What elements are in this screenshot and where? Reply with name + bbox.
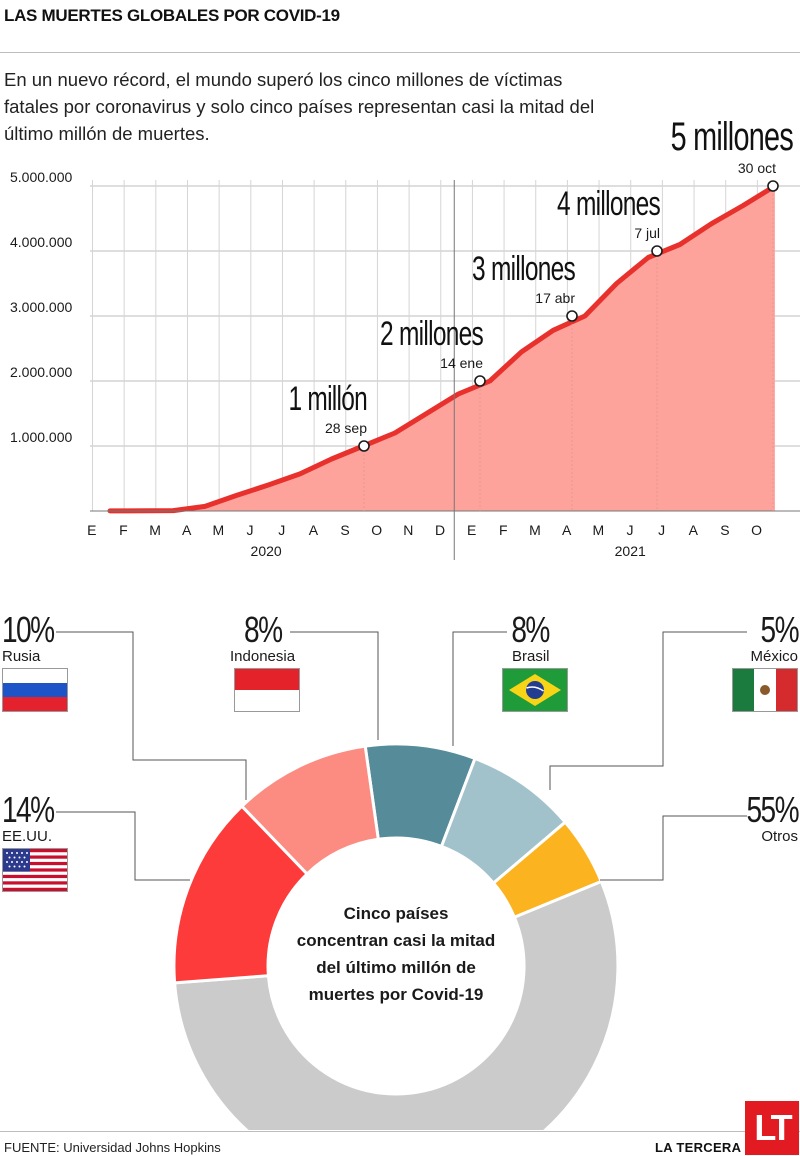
country-label-indonesia: 8% Indonesia bbox=[230, 612, 340, 712]
x-tick-label: J bbox=[278, 522, 286, 538]
deaths-line bbox=[107, 183, 778, 514]
y-tick-label: 1.000.000 bbox=[10, 429, 72, 445]
x-tick-label: M bbox=[529, 522, 541, 538]
russia-flag-icon bbox=[2, 668, 68, 712]
mexico-flag-icon bbox=[732, 668, 798, 712]
x-tick-label: M bbox=[149, 522, 161, 538]
country-label-brasil: 8% Brasil bbox=[502, 612, 612, 712]
milestone-label: 2 millones bbox=[380, 315, 483, 353]
x-tick-label: D bbox=[435, 522, 446, 538]
leader-line-otros bbox=[600, 815, 747, 881]
x-tick-label: N bbox=[403, 522, 414, 538]
milestone-point bbox=[358, 440, 370, 452]
milestone-date: 30 oct bbox=[738, 160, 776, 176]
x-tick-label: J bbox=[658, 522, 666, 538]
milestone-label: 1 millón bbox=[288, 380, 367, 418]
x-tick-label: F bbox=[119, 522, 128, 538]
eeuu-percent: 14% bbox=[2, 789, 55, 830]
x-tick-label: M bbox=[592, 522, 604, 538]
country-label-mexico: 5% México bbox=[688, 609, 800, 712]
page-title: LAS MUERTES GLOBALES POR COVID-19 bbox=[4, 6, 340, 25]
country-label-eeuu: 14% EE.UU. bbox=[2, 792, 112, 892]
deaths-area bbox=[110, 186, 775, 511]
otros-percent: 55% bbox=[746, 789, 799, 830]
leader-line-brasil bbox=[452, 631, 507, 746]
country-label-rusia: 10% Rusia bbox=[2, 612, 112, 712]
brand-name: LA TERCERA bbox=[655, 1140, 742, 1155]
y-tick-label: 4.000.000 bbox=[10, 234, 72, 250]
rusia-percent: 10% bbox=[2, 609, 55, 650]
milestone-label: 4 millones bbox=[557, 185, 660, 223]
country-share-donut bbox=[56, 631, 747, 1130]
x-tick-label: O bbox=[751, 522, 762, 538]
year-label: 2020 bbox=[251, 543, 282, 559]
milestone-label: 3 millones bbox=[472, 250, 575, 288]
y-tick-label: 2.000.000 bbox=[10, 364, 72, 380]
x-tick-label: O bbox=[371, 522, 382, 538]
deaths-line-chart: 1.000.000 2.000.000 3.000.000 4.000.000 5.00… bbox=[10, 114, 800, 560]
otros-name: Otros bbox=[761, 828, 798, 845]
milestone-date: 17 abr bbox=[535, 290, 575, 306]
milestone-date: 7 jul bbox=[634, 225, 660, 241]
leader-line-rusia bbox=[56, 631, 247, 800]
brasil-percent: 8% bbox=[511, 609, 550, 650]
milestone-point bbox=[566, 310, 578, 322]
rusia-name: Rusia bbox=[2, 648, 41, 665]
x-tick-label: E bbox=[467, 522, 477, 538]
mexico-percent: 5% bbox=[760, 609, 800, 650]
x-tick-label: A bbox=[182, 522, 192, 538]
milestone-label: 5 millones bbox=[671, 114, 794, 159]
brazil-flag-icon bbox=[502, 668, 568, 712]
y-tick-label: 3.000.000 bbox=[10, 299, 72, 315]
x-tick-label: S bbox=[340, 522, 350, 538]
x-tick-label: F bbox=[499, 522, 508, 538]
year-label: 2021 bbox=[615, 543, 646, 559]
mexico-name: México bbox=[750, 648, 798, 665]
donut-hole bbox=[268, 838, 524, 1094]
x-tick-label: A bbox=[689, 522, 699, 538]
y-tick-label: 5.000.000 bbox=[10, 169, 72, 185]
indonesia-name: Indonesia bbox=[230, 648, 296, 665]
leader-line-indonesia bbox=[290, 631, 379, 740]
intro-text: En un nuevo récord, el mundo superó los … bbox=[4, 69, 595, 144]
source-note: FUENTE: Universidad Johns Hopkins bbox=[4, 1140, 221, 1155]
brasil-name: Brasil bbox=[512, 648, 550, 665]
x-tick-label: A bbox=[562, 522, 572, 538]
leader-line-eeuu bbox=[56, 811, 190, 881]
title-divider bbox=[0, 52, 800, 53]
milestone-point bbox=[767, 180, 779, 192]
country-label-otros: 55% Otros bbox=[688, 789, 799, 846]
milestone-point bbox=[651, 245, 663, 257]
x-tick-label: M bbox=[213, 522, 225, 538]
x-tick-label: J bbox=[626, 522, 634, 538]
usa-flag-icon bbox=[2, 848, 68, 892]
x-tick-label: S bbox=[720, 522, 730, 538]
x-tick-label: A bbox=[309, 522, 319, 538]
indonesia-flag-icon bbox=[234, 668, 300, 712]
footer-divider bbox=[0, 1131, 800, 1132]
milestone-date: 14 ene bbox=[440, 355, 483, 371]
milestone-date: 28 sep bbox=[325, 420, 367, 436]
leader-line-mexico bbox=[549, 631, 747, 790]
indonesia-percent: 8% bbox=[244, 609, 283, 650]
donut-center-text: Cinco países concentran casi la mitad de… bbox=[296, 904, 496, 1004]
x-tick-label: E bbox=[87, 522, 97, 538]
eeuu-name: EE.UU. bbox=[2, 828, 53, 845]
la-tercera-logo: LT bbox=[745, 1101, 799, 1155]
x-tick-label: J bbox=[247, 522, 255, 538]
milestone-point bbox=[474, 375, 486, 387]
